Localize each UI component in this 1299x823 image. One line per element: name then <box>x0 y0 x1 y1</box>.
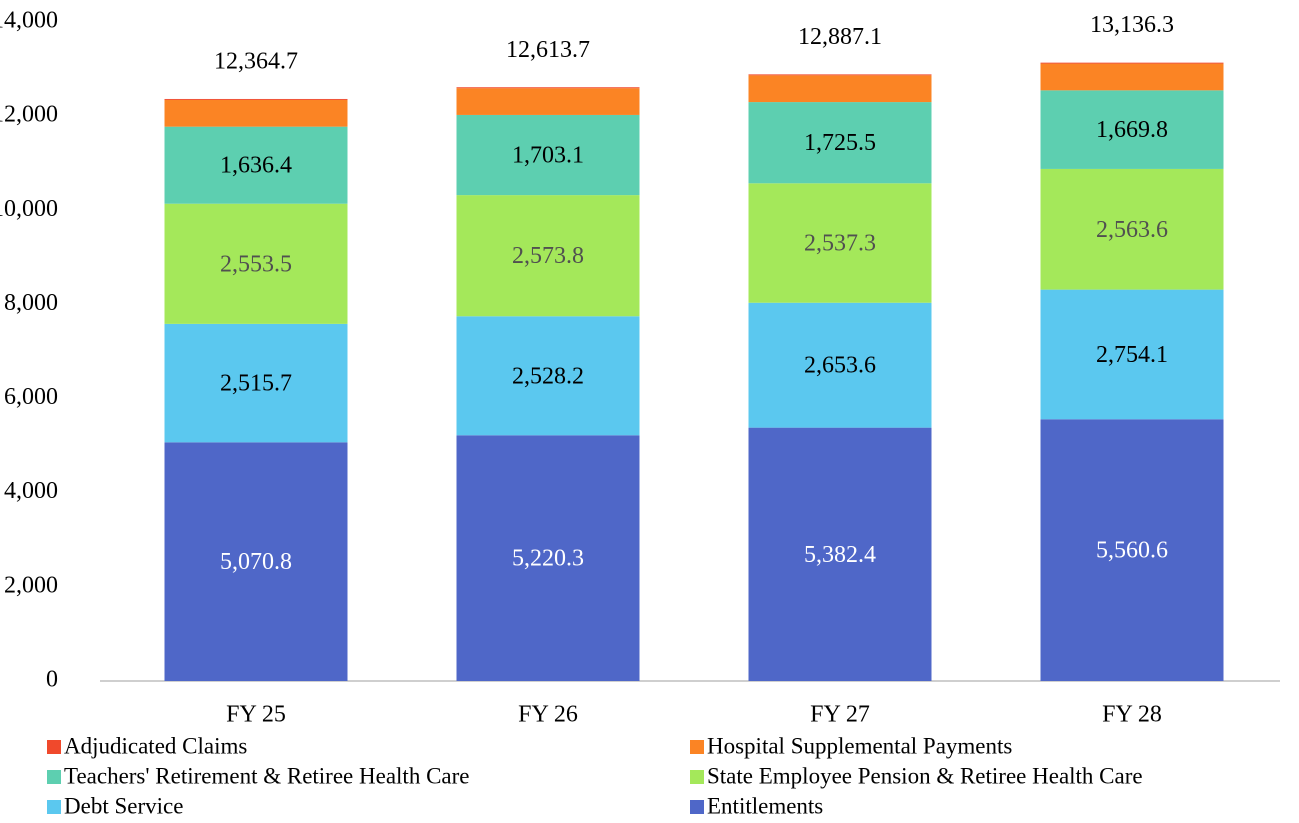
legend-swatch <box>690 740 704 754</box>
y-tick-label: 0 <box>46 667 58 693</box>
data-label: 5,382.4 <box>804 542 876 568</box>
bar-segment <box>456 316 640 436</box>
bar-segment <box>456 114 640 196</box>
data-label: 1,725.5 <box>804 130 876 156</box>
data-label: 2,573.8 <box>512 243 584 269</box>
data-label: 2,553.5 <box>220 251 292 277</box>
bar-segment <box>164 323 348 443</box>
x-tick-label: FY 28 <box>1102 702 1162 728</box>
bar-segment <box>748 302 932 428</box>
y-tick-label: 4,000 <box>4 478 58 504</box>
data-label: 1,669.8 <box>1096 117 1168 143</box>
x-tick-label: FY 26 <box>518 702 578 728</box>
total-label: 12,613.7 <box>506 37 590 63</box>
bar-segment <box>748 74 932 76</box>
data-label: 5,560.6 <box>1096 538 1168 564</box>
legend-swatch <box>47 740 61 754</box>
bar-segment <box>164 442 348 681</box>
data-label: 2,537.3 <box>804 231 876 257</box>
total-label: 12,887.1 <box>798 24 882 50</box>
data-label: 2,515.7 <box>220 371 292 397</box>
data-label: 1,636.4 <box>220 153 292 179</box>
legend-label: Adjudicated Claims <box>64 733 247 758</box>
bar-segment <box>1040 168 1224 290</box>
bar-segment <box>456 435 640 681</box>
y-tick-label: 8,000 <box>4 290 58 316</box>
legend-swatch <box>690 770 704 784</box>
x-tick-label: FY 25 <box>226 702 286 728</box>
y-tick-label: 14,000 <box>0 8 58 34</box>
legend-label: Debt Service <box>64 793 183 818</box>
x-tick-label: FY 27 <box>810 702 870 728</box>
data-label: 5,070.8 <box>220 549 292 575</box>
bar-segment <box>748 427 932 681</box>
data-label: 2,563.6 <box>1096 217 1168 243</box>
bar-segment <box>164 126 348 204</box>
data-label: 2,754.1 <box>1096 342 1168 368</box>
legend-swatch <box>690 800 704 814</box>
legend-label: Entitlements <box>707 793 823 818</box>
bar-segment <box>164 203 348 324</box>
bar-segment <box>164 98 348 100</box>
data-label: 1,703.1 <box>512 143 584 169</box>
bar-segment <box>164 99 348 127</box>
total-label: 13,136.3 <box>1090 12 1174 38</box>
legend-label: Hospital Supplemental Payments <box>707 733 1012 758</box>
bar-segment <box>1040 63 1224 91</box>
bar-segment <box>1040 62 1224 64</box>
total-label: 12,364.7 <box>214 48 298 74</box>
y-tick-label: 6,000 <box>4 384 58 410</box>
bar-segment <box>456 195 640 317</box>
data-label: 2,528.2 <box>512 363 584 389</box>
bar-segment <box>456 87 640 89</box>
legend-label: Teachers' Retirement & Retiree Health Ca… <box>64 763 470 788</box>
legend-label: State Employee Pension & Retiree Health … <box>707 763 1143 788</box>
legend-swatch <box>47 800 61 814</box>
data-label: 2,653.6 <box>804 353 876 379</box>
bar-segment <box>456 88 640 115</box>
y-tick-label: 10,000 <box>0 196 58 222</box>
bar-segment <box>1040 90 1224 169</box>
legend-swatch <box>47 770 61 784</box>
bar-segment <box>748 183 932 303</box>
y-tick-label: 2,000 <box>4 572 58 598</box>
bar-segment <box>1040 419 1224 681</box>
bar-segment <box>748 102 932 184</box>
bar-segment <box>1040 289 1224 420</box>
y-tick-label: 12,000 <box>0 102 58 128</box>
data-label: 5,220.3 <box>512 546 584 572</box>
bar-segment <box>748 75 932 103</box>
